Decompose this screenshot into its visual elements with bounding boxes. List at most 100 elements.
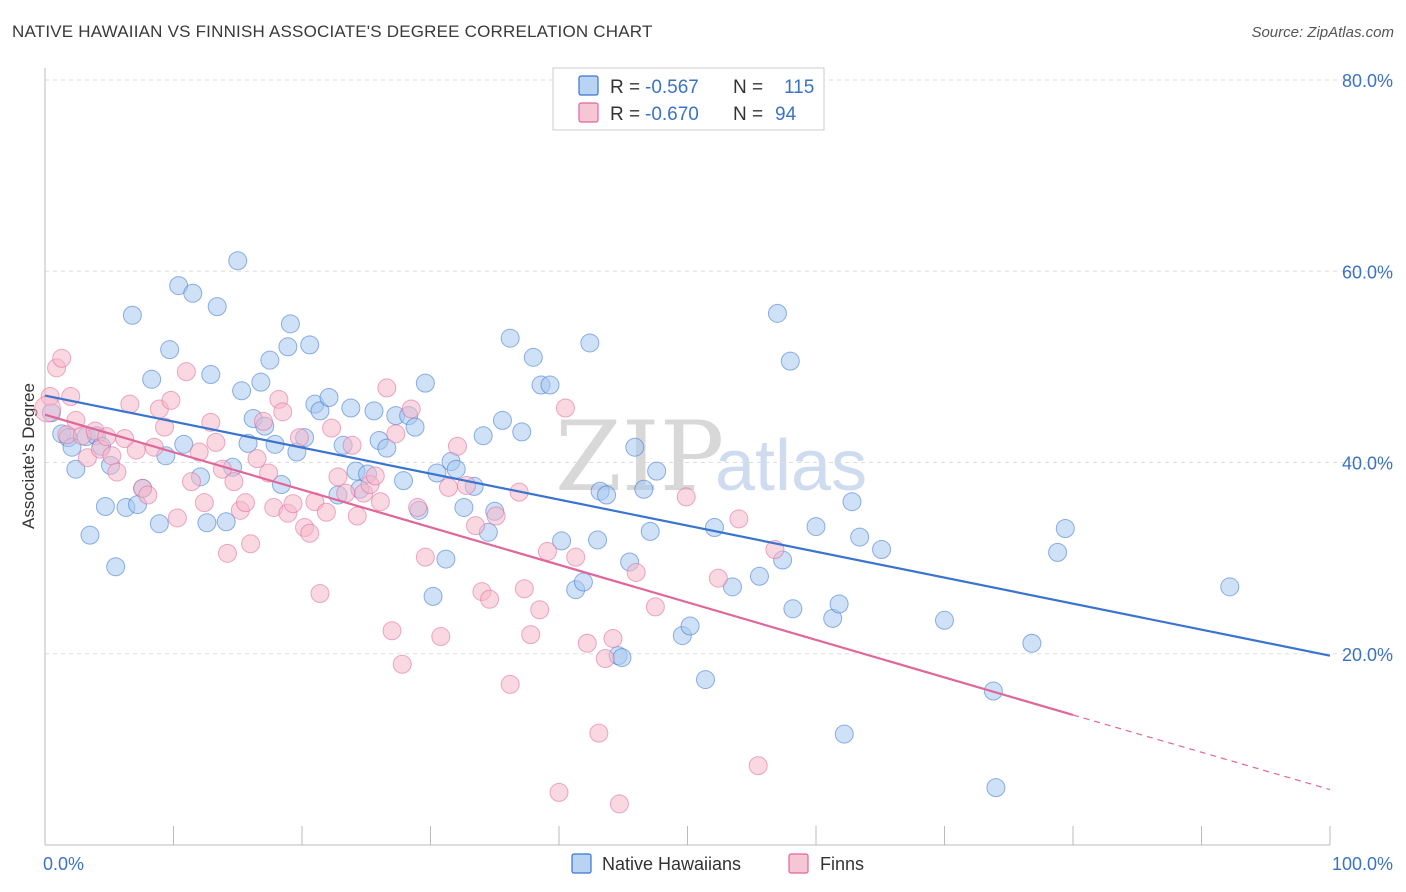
bottom-legend-swatch-native-hawaiians: [571, 853, 592, 874]
point-native-hawaiians-67: [454, 497, 474, 517]
legend-r-label-1: R =: [610, 77, 640, 98]
point-finns-84: [589, 723, 609, 743]
legend-n-label-1: N =: [733, 77, 763, 98]
point-finns-34: [235, 493, 255, 513]
point-finns-58: [370, 492, 390, 512]
point-finns-3: [52, 348, 72, 368]
point-finns-25: [181, 472, 201, 492]
point-finns-29: [206, 432, 226, 452]
point-finns-23: [167, 508, 187, 528]
x-tick-label-max: 100.0%: [1332, 854, 1393, 874]
point-finns-12: [102, 446, 122, 466]
point-finns-28: [201, 412, 221, 432]
point-native-hawaiians-94: [695, 670, 715, 690]
point-finns-41: [273, 402, 293, 422]
point-native-hawaiians-72: [492, 410, 512, 430]
bottom-legend-finns: Finns: [820, 854, 864, 874]
point-native-hawaiians-100: [780, 351, 800, 371]
legend-n-value-2: 94: [775, 104, 797, 125]
point-native-hawaiians-95: [704, 518, 724, 538]
point-native-hawaiians-102: [806, 517, 826, 537]
legend-n-label-2: N =: [733, 104, 763, 125]
trend-line-finns-extension: [1072, 714, 1331, 791]
point-finns-61: [386, 424, 406, 444]
point-native-hawaiians-53: [364, 401, 384, 421]
point-finns-13: [107, 462, 127, 482]
point-finns-46: [300, 523, 320, 543]
legend-swatch-native-hawaiians: [578, 75, 599, 96]
trend-line-finns: [44, 413, 1074, 717]
bottom-legend-native-hawaiians: Native Hawaiians: [602, 854, 741, 874]
legend-r-label-2: R =: [610, 104, 640, 125]
legend-r-value-2: -0.670: [645, 104, 699, 125]
point-finns-50: [322, 418, 342, 438]
point-native-hawaiians-101: [783, 599, 803, 619]
point-native-hawaiians-7: [80, 525, 100, 545]
point-native-hawaiians-88: [625, 437, 645, 457]
y-tick-label-1: 20.0%: [1342, 645, 1393, 665]
point-finns-91: [708, 568, 728, 588]
point-native-hawaiians-114: [1055, 518, 1075, 538]
point-finns-37: [253, 411, 273, 431]
series-finns: [34, 348, 785, 814]
point-finns-79: [537, 541, 557, 561]
point-native-hawaiians-25: [197, 513, 217, 533]
point-finns-24: [176, 362, 196, 382]
point-finns-77: [521, 625, 541, 645]
point-finns-93: [748, 756, 768, 776]
point-finns-81: [555, 398, 575, 418]
point-finns-78: [530, 600, 550, 620]
point-finns-70: [465, 516, 485, 536]
point-native-hawaiians-78: [552, 531, 572, 551]
point-native-hawaiians-12: [106, 557, 126, 577]
point-finns-72: [480, 589, 500, 609]
point-native-hawaiians-69: [473, 426, 493, 446]
point-finns-80: [549, 782, 569, 802]
point-finns-65: [415, 547, 435, 567]
point-native-hawaiians-55: [377, 438, 397, 458]
point-native-hawaiians-89: [634, 479, 654, 499]
point-finns-18: [138, 485, 158, 505]
point-native-hawaiians-39: [278, 337, 298, 357]
point-finns-27: [194, 493, 214, 513]
source-label: Source: ZipAtlas.com: [1251, 24, 1394, 41]
point-finns-68: [447, 436, 467, 456]
point-finns-22: [161, 390, 181, 410]
point-finns-49: [316, 502, 336, 522]
point-finns-85: [595, 649, 615, 669]
x-tick-label-min: 0.0%: [43, 854, 84, 874]
point-finns-62: [392, 654, 412, 674]
bottom-legend-swatch-finns: [788, 853, 809, 874]
point-finns-48: [310, 584, 330, 604]
point-native-hawaiians-22: [174, 434, 194, 454]
point-native-hawaiians-91: [647, 461, 667, 481]
point-native-hawaiians-23: [183, 283, 203, 303]
point-finns-59: [377, 378, 397, 398]
point-native-hawaiians-93: [680, 616, 700, 636]
point-native-hawaiians-105: [834, 724, 854, 744]
point-native-hawaiians-59: [405, 417, 425, 437]
point-finns-88: [626, 562, 646, 582]
point-native-hawaiians-14: [122, 305, 142, 325]
point-finns-36: [247, 449, 267, 469]
point-finns-35: [241, 534, 261, 554]
point-native-hawaiians-75: [523, 347, 543, 367]
point-native-hawaiians-77: [540, 375, 560, 395]
point-finns-74: [500, 674, 520, 694]
point-finns-26: [189, 442, 209, 462]
point-native-hawaiians-81: [580, 333, 600, 353]
point-finns-66: [431, 627, 451, 647]
point-finns-38: [259, 463, 279, 483]
point-finns-82: [566, 547, 586, 567]
point-native-hawaiians-28: [216, 512, 236, 532]
point-native-hawaiians-111: [986, 778, 1006, 798]
point-native-hawaiians-49: [341, 398, 361, 418]
bottom-legend: Native Hawaiians Finns: [571, 853, 864, 874]
point-finns-52: [336, 483, 356, 503]
x-tick-labels: 0.0% 100.0%: [43, 854, 1393, 874]
point-finns-92: [729, 509, 749, 529]
point-native-hawaiians-96: [722, 577, 742, 597]
legend-n-value-1: 115: [784, 77, 814, 98]
point-native-hawaiians-57: [394, 471, 414, 491]
point-finns-87: [609, 794, 629, 814]
